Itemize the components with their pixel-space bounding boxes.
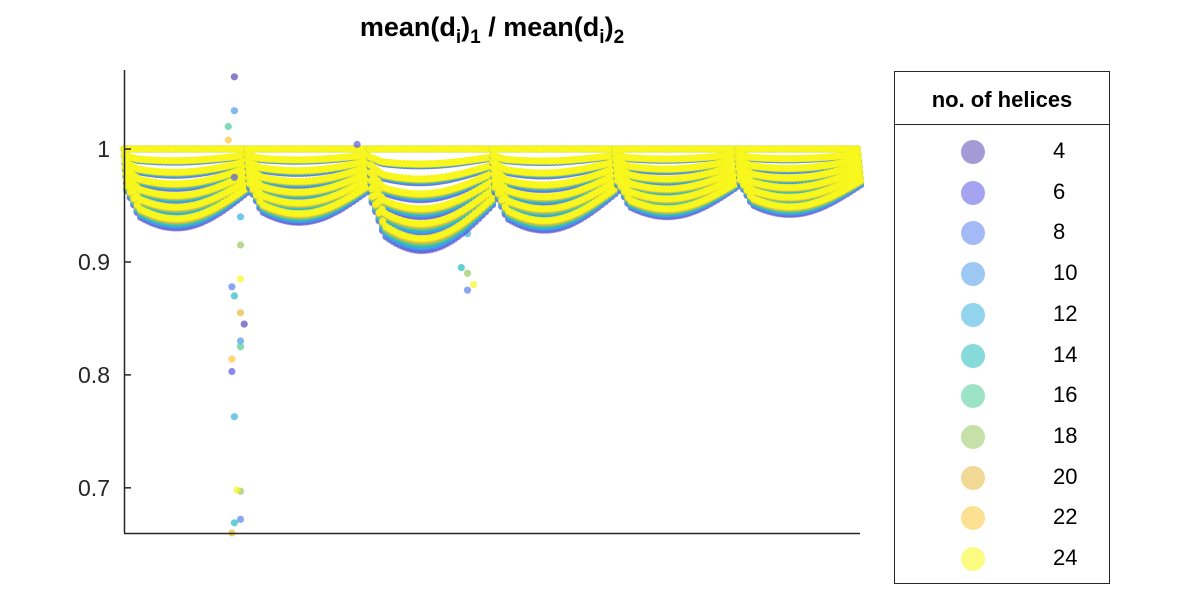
data-point bbox=[240, 320, 248, 328]
data-point bbox=[230, 73, 238, 81]
data-points bbox=[120, 73, 865, 537]
data-point bbox=[236, 515, 245, 524]
data-point bbox=[228, 283, 236, 291]
data-point bbox=[224, 122, 232, 131]
data-point bbox=[228, 355, 236, 363]
data-point bbox=[228, 367, 236, 376]
data-point bbox=[230, 519, 238, 527]
data-point bbox=[224, 136, 232, 144]
data-point bbox=[236, 309, 245, 317]
data-point bbox=[230, 107, 238, 115]
data-point bbox=[230, 292, 238, 300]
data-point bbox=[230, 413, 238, 421]
data-point bbox=[236, 213, 245, 221]
data-point bbox=[230, 173, 238, 181]
data-point bbox=[236, 275, 245, 283]
chart-title: mean(di)1 / mean(di)2 bbox=[359, 12, 625, 48]
data-point bbox=[233, 486, 241, 494]
data-point bbox=[236, 241, 245, 249]
data-point bbox=[236, 343, 245, 351]
